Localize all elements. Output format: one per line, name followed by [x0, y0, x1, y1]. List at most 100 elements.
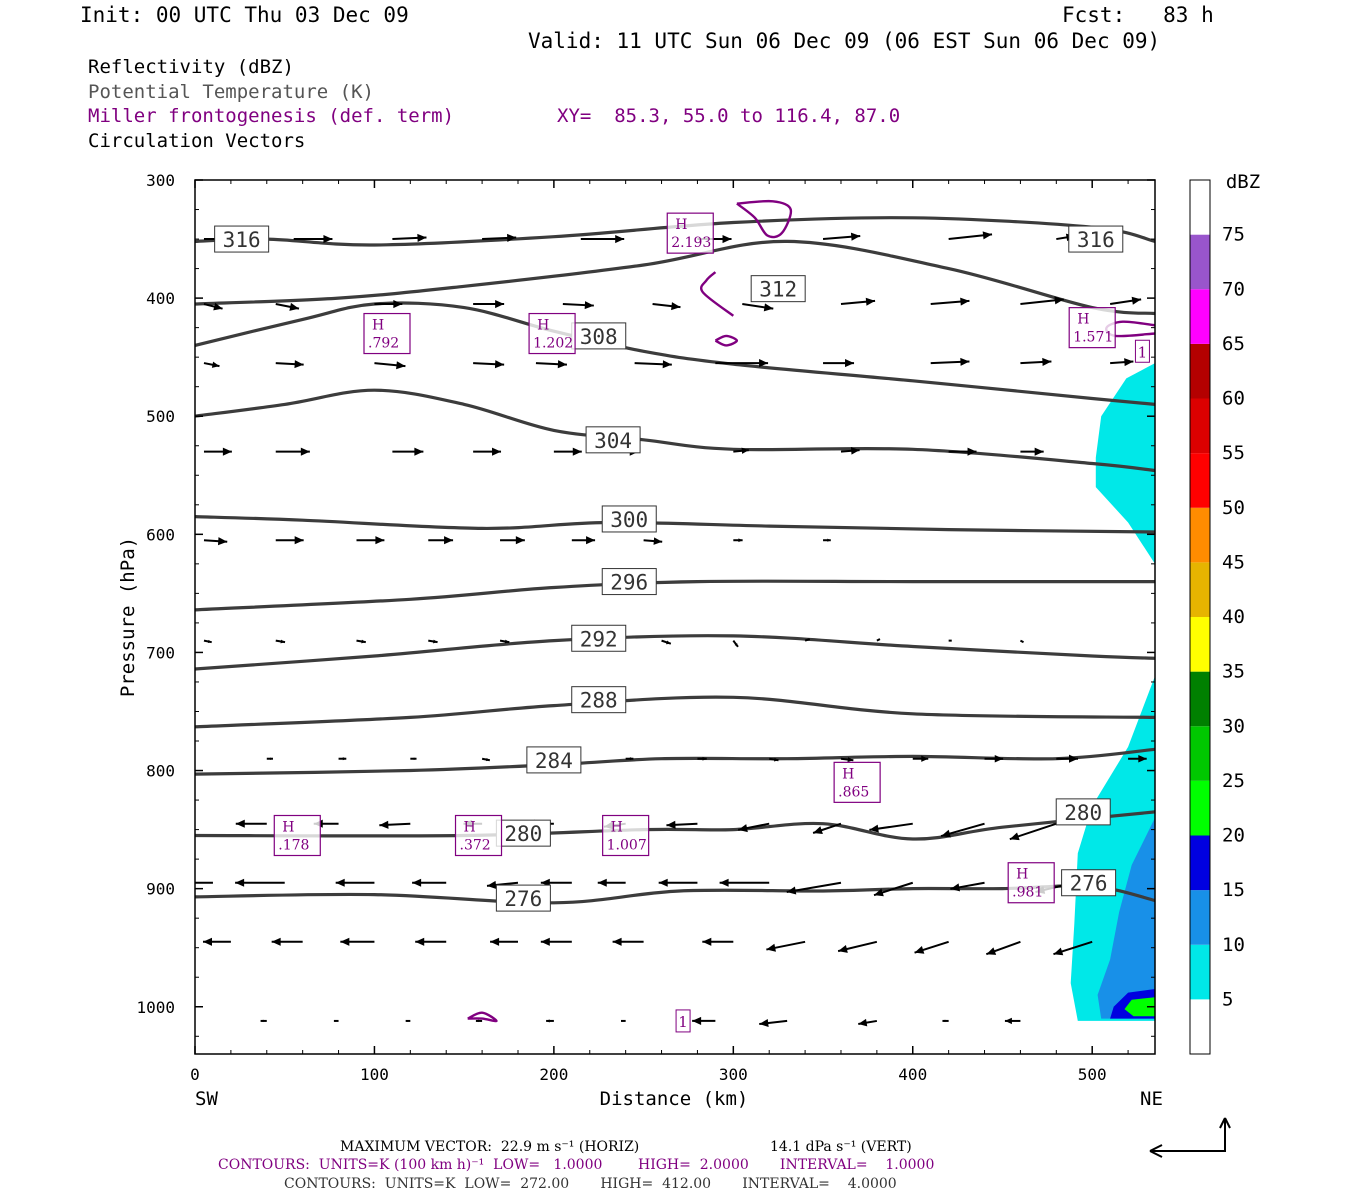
circulation-vector: [540, 937, 572, 946]
fronto-max-value: 1.202: [533, 336, 573, 352]
circulation-vector: [823, 359, 855, 368]
theta-label-text: 276: [504, 887, 542, 911]
y-tick-label: 900: [146, 880, 175, 899]
circulation-vector: [356, 639, 366, 644]
circulation-vector: [1128, 754, 1147, 763]
colorbar-bin-65: [1190, 289, 1210, 344]
theta-label-text: 316: [1077, 228, 1115, 252]
circulation-vector: [1004, 1017, 1021, 1025]
frontogenesis-maxima-labels: H 2.193 H .792 H 1.202 H 1.571 H .865 H .178 H .372 H 1…: [273, 212, 1150, 1033]
circulation-vector: [374, 299, 403, 309]
circulation-vector: [203, 302, 223, 311]
circulation-vector: [715, 359, 769, 368]
circulation-vector: [702, 937, 734, 946]
circulation-vector: [912, 755, 929, 762]
circulation-vector: [930, 297, 970, 306]
circulation-vector: [643, 537, 663, 545]
colorbar-label: 45: [1222, 551, 1245, 573]
fronto-contour-1: [467, 1011, 498, 1023]
reflectivity-region-20dbz: [1124, 997, 1155, 1017]
theta-label-text: 312: [759, 278, 797, 302]
circulation-vector: [571, 536, 596, 545]
circulation-vector: [876, 638, 881, 642]
fronto-max-value: 2.193: [671, 235, 711, 251]
circulation-vector: [482, 233, 517, 242]
circulation-vector: [1020, 447, 1044, 456]
circulation-vector: [293, 235, 333, 244]
circulation-vector: [481, 757, 491, 762]
circulation-vector: [837, 940, 878, 953]
circulation-vector: [260, 1019, 267, 1023]
circulation-vector: [858, 1018, 878, 1027]
fronto-max-value: 1.007: [607, 838, 647, 854]
colorbar-bin-55: [1190, 398, 1210, 454]
y-tick-label: 500: [146, 407, 175, 426]
circulation-vector: [940, 822, 985, 838]
circulation-vector: [985, 940, 1021, 956]
circulation-vector: [742, 303, 774, 312]
theta-contour-304: [195, 388, 1155, 473]
circulation-vector: [203, 361, 220, 368]
title-xy-endpoints: XY= 85.3, 55.0 to 116.4, 87.0: [557, 105, 901, 127]
fronto-max-.865: H .865: [833, 761, 881, 803]
fronto-max-h: H: [675, 217, 687, 233]
valid-time: Valid: 11 UTC Sun 06 Dec 09 (06 EST Sun …: [528, 29, 1161, 53]
circulation-vector: [580, 235, 625, 244]
x-tick-label: 400: [898, 1065, 927, 1084]
circulation-vector: [804, 638, 811, 642]
circulation-vector: [475, 1019, 483, 1023]
circulation-vector: [697, 756, 707, 761]
circulation-vector: [473, 360, 505, 369]
colorbar-bin-5: [1190, 944, 1210, 1000]
circulation-vector: [948, 447, 977, 456]
circulation-vector: [546, 1019, 554, 1023]
circulation-vector: [873, 881, 914, 897]
x-tick-label: 300: [719, 1065, 748, 1084]
fronto-max-.792: H .792: [363, 312, 411, 355]
theta-contour-labels: 316 316 312 308 304 300 296 292 288 284 280 280 276 2…: [214, 225, 1124, 912]
circulation-vector: [1109, 296, 1142, 306]
theta-label-text: 280: [504, 822, 542, 846]
y-tick-label: 400: [146, 289, 175, 308]
max-vector-vert: 14.1 dPa s⁻¹ (VERT): [770, 1139, 912, 1155]
y-tick-label: 300: [146, 171, 175, 190]
fronto-max-h: H: [1016, 867, 1028, 883]
theta-label-304: 304: [585, 426, 641, 454]
circulation-vector: [535, 360, 567, 369]
theta-label-text: 296: [610, 571, 648, 595]
colorbar-bin-60: [1190, 343, 1210, 399]
circulation-vector: [180, 821, 196, 827]
circulation-vector: [612, 937, 644, 946]
y-tick-label: 800: [146, 762, 175, 781]
circulation-vector: [621, 1019, 626, 1022]
theta-contour-284: [195, 747, 1155, 776]
theta-label-text: 276: [1070, 872, 1108, 896]
circulation-vector: [275, 302, 300, 311]
fronto-contour-1: [699, 271, 735, 317]
theta-label-text: 316: [223, 228, 261, 252]
colorbar-bin-15: [1190, 835, 1210, 891]
circulation-vector: [733, 447, 749, 454]
circulation-vector: [499, 639, 510, 644]
colorbar-label: 40: [1222, 606, 1245, 628]
fronto-max-h: H: [537, 318, 549, 334]
circulation-vector: [275, 447, 310, 456]
colorbar-bin-70: [1190, 234, 1210, 290]
plot-frame: [194, 179, 1156, 1055]
colorbar-title: dBZ: [1226, 171, 1260, 193]
colorbar-bin-45: [1190, 507, 1210, 563]
reflectivity-region-10dbz: [1097, 817, 1155, 1019]
colorbar-frame: [1189, 179, 1211, 1055]
colorbar-label: 55: [1222, 442, 1245, 464]
fronto-max-.981: H .981: [1007, 862, 1055, 904]
title-frontogenesis: Miller frontogenesis (def. term): [88, 105, 455, 127]
colorbar-bin-35: [1190, 617, 1210, 672]
colorbar-label: 5: [1222, 988, 1233, 1010]
circulation-vector: [203, 537, 228, 546]
circulation-vector: [1009, 822, 1057, 841]
circulation-vector: [1056, 754, 1079, 763]
fronto-max-.178: H .178: [273, 814, 321, 857]
circulation-vector: [335, 878, 375, 887]
fronto-max-.372: H .372: [454, 814, 503, 857]
